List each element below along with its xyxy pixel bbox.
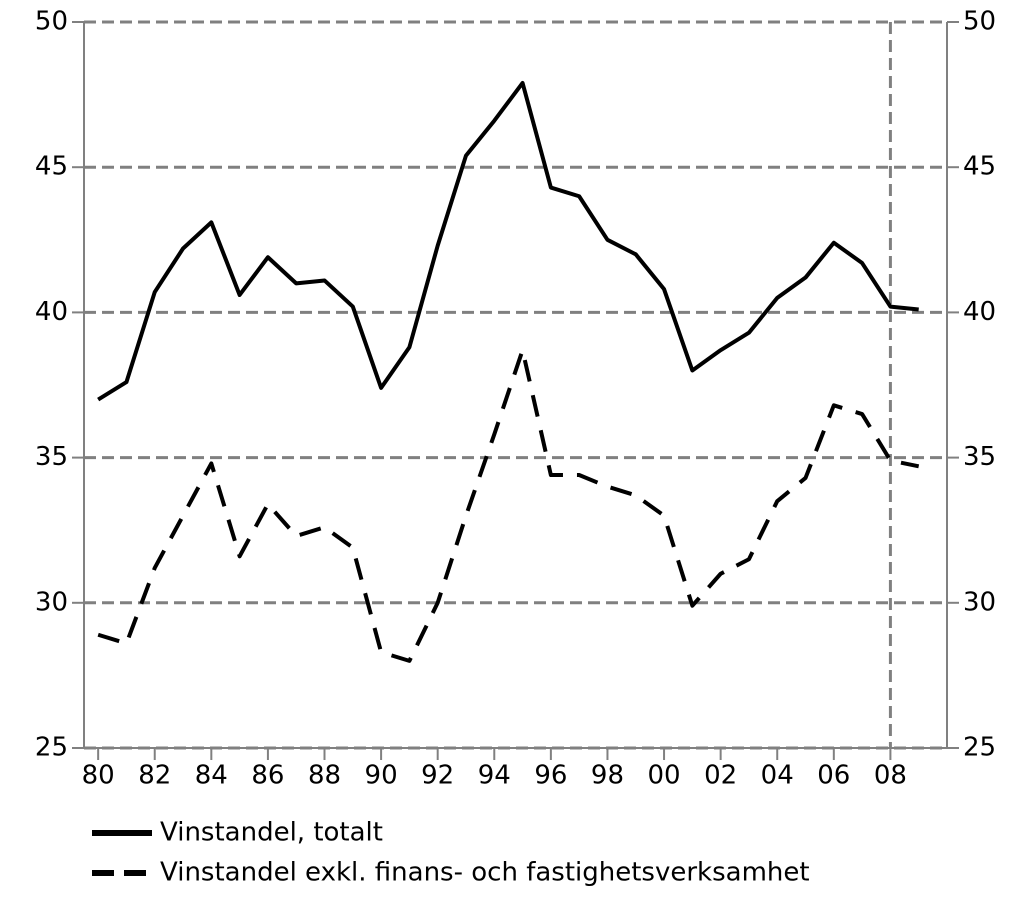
legend-label: Vinstandel, totalt [160, 818, 383, 848]
x-tick-label: 06 [817, 761, 850, 791]
legend-label: Vinstandel exkl. finans- och fastighetsv… [160, 858, 810, 888]
y-tick-label: 35 [35, 442, 68, 472]
y-tick-label: 45 [35, 152, 68, 182]
x-tick-label: 88 [308, 761, 341, 791]
x-tick-label: 82 [138, 761, 171, 791]
y2-tick-label: 30 [963, 587, 996, 617]
x-tick-label: 98 [591, 761, 624, 791]
y-tick-label: 25 [35, 733, 68, 763]
series-line [97, 80, 919, 402]
x-tick-label: 96 [534, 761, 567, 791]
y-tick-label: 40 [35, 297, 68, 327]
x-tick-label: 02 [704, 761, 737, 791]
x-tick-label: 94 [478, 761, 511, 791]
y-tick-label: 30 [35, 587, 68, 617]
y2-tick-label: 50 [963, 7, 996, 37]
x-tick-label: 90 [365, 761, 398, 791]
x-tick-label: 08 [874, 761, 907, 791]
x-tick-label: 86 [251, 761, 284, 791]
x-tick-label: 84 [195, 761, 228, 791]
y2-tick-label: 45 [963, 152, 996, 182]
x-tick-label: 00 [648, 761, 681, 791]
x-tick-label: 80 [82, 761, 115, 791]
y-tick-label: 50 [35, 7, 68, 37]
x-tick-label: 04 [761, 761, 794, 791]
y2-tick-label: 40 [963, 297, 996, 327]
y2-tick-label: 25 [963, 733, 996, 763]
series-line [97, 348, 920, 663]
y2-tick-label: 35 [963, 442, 996, 472]
x-tick-label: 92 [421, 761, 454, 791]
